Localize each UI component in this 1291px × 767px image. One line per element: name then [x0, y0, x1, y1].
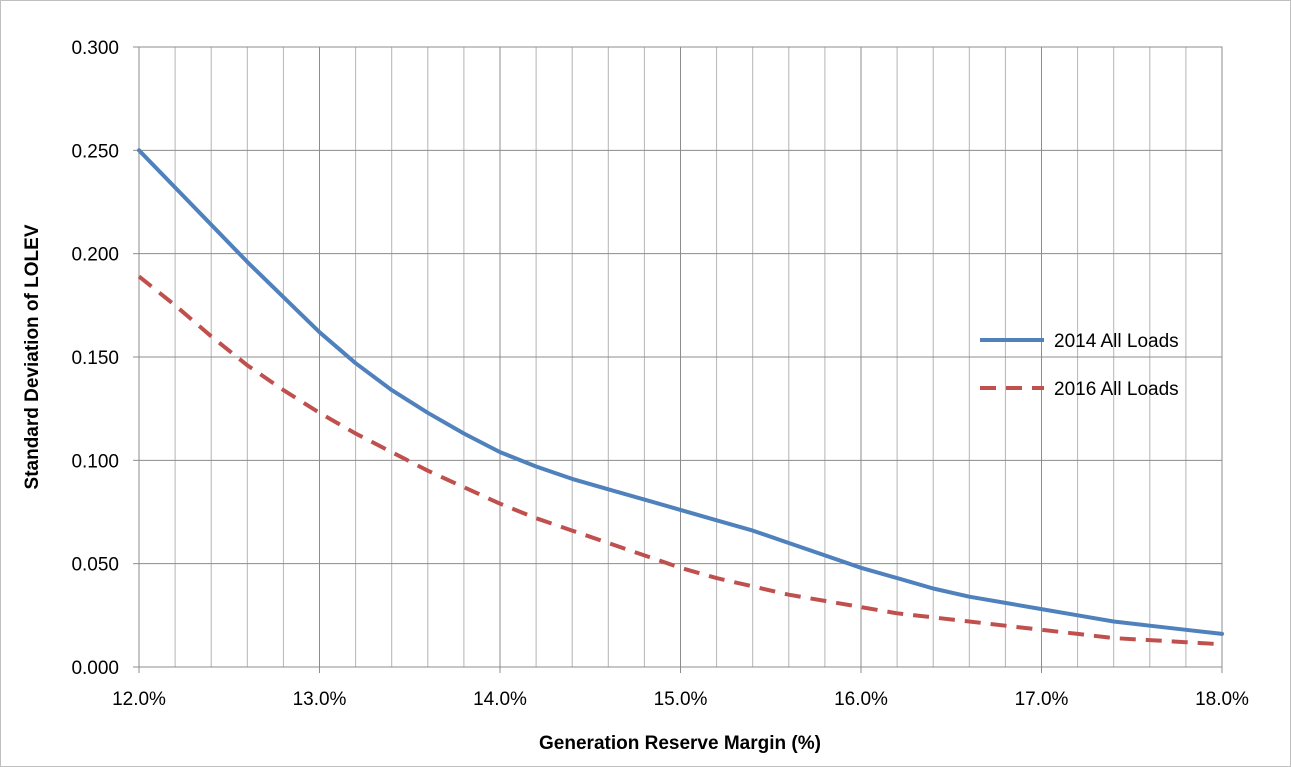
y-axis-ticks: 0.000 0.050 0.100 0.150 0.200 0.250 0.300 — [71, 38, 139, 679]
series-line-1 — [137, 148, 1224, 636]
x-tick-label: 17.0% — [1015, 689, 1069, 710]
y-tick-label: 0.300 — [71, 38, 119, 59]
x-tick-label: 18.0% — [1195, 689, 1249, 710]
legend: 2014 All Loads 2016 All Loads — [980, 331, 1179, 400]
x-tick-label: 16.0% — [834, 689, 888, 710]
y-tick-label: 0.200 — [71, 245, 119, 266]
x-tick-label: 14.0% — [473, 689, 527, 710]
legend-label: 2014 All Loads — [1054, 331, 1179, 352]
series-lines — [137, 148, 1224, 647]
y-axis-title: Standard Deviation of LOLEV — [22, 224, 43, 489]
y-tick-label: 0.000 — [71, 658, 119, 679]
y-tick-label: 0.100 — [71, 451, 119, 472]
grid — [138, 46, 1223, 668]
x-tick-label: 12.0% — [112, 689, 166, 710]
x-axis-title: Generation Reserve Margin (%) — [539, 733, 821, 754]
y-tick-label: 0.150 — [71, 348, 119, 369]
y-tick-label: 0.050 — [71, 555, 119, 576]
legend-label: 2016 All Loads — [1054, 379, 1179, 400]
x-tick-label: 13.0% — [293, 689, 347, 710]
y-tick-label: 0.250 — [71, 141, 119, 162]
x-axis-ticks: 12.0% 13.0% 14.0% 15.0% 16.0% 17.0% 18.0% — [112, 667, 1249, 710]
x-tick-label: 15.0% — [654, 689, 708, 710]
